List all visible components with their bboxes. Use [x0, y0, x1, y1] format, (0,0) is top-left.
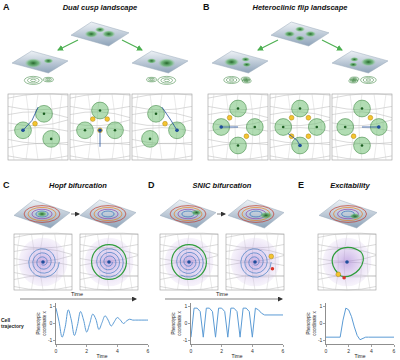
svg-text:0: 0	[185, 320, 188, 326]
svg-text:-1: -1	[183, 337, 188, 343]
svg-text:0: 0	[320, 320, 323, 326]
svg-text:6: 6	[282, 348, 285, 354]
svg-text:E: E	[298, 180, 304, 190]
svg-text:Celltrajectory: Celltrajectory	[1, 317, 24, 329]
svg-text:Time: Time	[216, 291, 228, 297]
svg-text:B: B	[203, 2, 210, 12]
svg-text:Time: Time	[355, 353, 366, 359]
svg-text:Phenotypiccoordinate x: Phenotypiccoordinate x	[36, 310, 47, 335]
svg-text:-1: -1	[318, 337, 323, 343]
svg-text:Time: Time	[71, 291, 83, 297]
svg-text:1: 1	[320, 303, 323, 309]
svg-text:0: 0	[55, 348, 58, 354]
svg-text:0: 0	[50, 320, 53, 326]
svg-text:Phenotypiccoordinate x: Phenotypiccoordinate x	[306, 310, 317, 335]
svg-text:Phenotypiccoordinate x: Phenotypiccoordinate x	[171, 310, 182, 335]
svg-text:2: 2	[85, 348, 88, 354]
svg-text:2: 2	[347, 348, 350, 354]
svg-text:Hopf bifurcation: Hopf bifurcation	[49, 181, 107, 190]
svg-text:2: 2	[220, 348, 223, 354]
svg-text:Dual cusp landscape: Dual cusp landscape	[63, 3, 138, 12]
svg-text:4: 4	[370, 348, 373, 354]
svg-text:A: A	[3, 2, 10, 12]
svg-text:Time: Time	[232, 353, 243, 359]
svg-text:0: 0	[190, 348, 193, 354]
svg-text:0: 0	[325, 348, 328, 354]
svg-text:4: 4	[116, 348, 119, 354]
svg-text:1: 1	[185, 303, 188, 309]
svg-text:1: 1	[50, 303, 53, 309]
svg-text:Excitability: Excitability	[330, 181, 370, 190]
svg-text:4: 4	[251, 348, 254, 354]
svg-text:SNIC bifurcation: SNIC bifurcation	[193, 181, 252, 190]
svg-text:Heteroclinic flip landscape: Heteroclinic flip landscape	[252, 3, 347, 12]
svg-text:6: 6	[147, 348, 150, 354]
svg-text:Time: Time	[97, 353, 108, 359]
svg-text:D: D	[148, 180, 155, 190]
svg-text:C: C	[3, 180, 10, 190]
svg-text:6: 6	[393, 348, 396, 354]
svg-text:-1: -1	[48, 337, 53, 343]
